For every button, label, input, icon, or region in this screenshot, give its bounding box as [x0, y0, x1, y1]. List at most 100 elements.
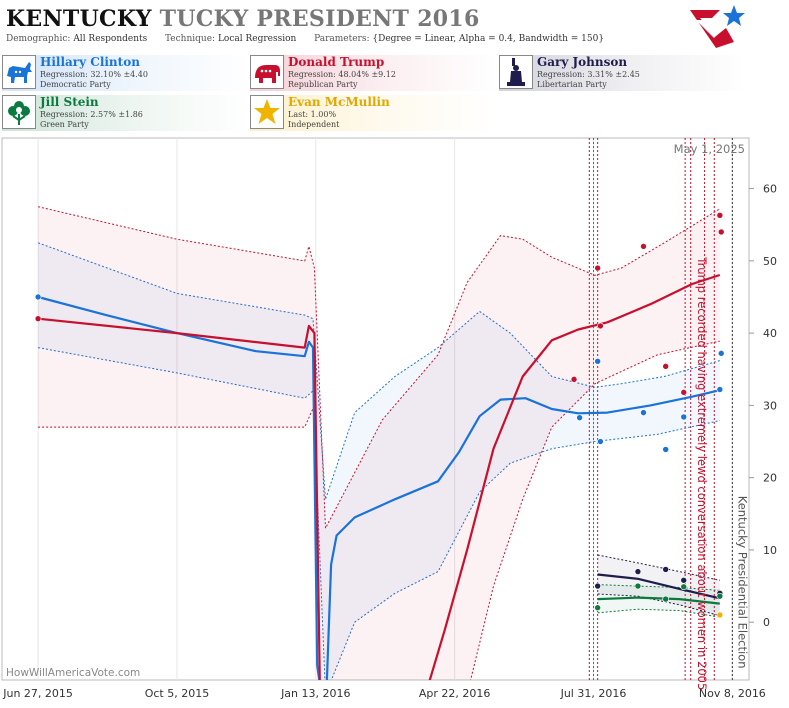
data-point [634, 582, 642, 590]
confidence-upper-line [597, 584, 720, 591]
data-point [662, 595, 669, 603]
header: KENTUCKY TUCKY PRESIDENT 2016 Demographi… [0, 0, 789, 50]
candidate-party: Democratic Party [40, 80, 111, 89]
confidence-band [38, 206, 720, 680]
candidate-name: Evan McMullin [288, 95, 390, 109]
chart-area: 0 10 20 30 40 50 60 Jun 27, 2015 Oct 5, 2015 Jan … [0, 137, 789, 704]
x-tick-label: Jul 31, 2016 [560, 687, 627, 700]
candidate-regression: Regression: 32.10% ±4.40 [40, 70, 148, 79]
confidence-lower-line [597, 608, 720, 618]
candidate-name: Hillary Clinton [40, 55, 140, 69]
data-point [576, 414, 583, 421]
star-icon [250, 95, 284, 129]
data-point [34, 293, 42, 301]
data-point [597, 438, 604, 445]
title-state: KENTUCKY [6, 6, 152, 32]
series-line [597, 596, 720, 605]
candidate-name: Jill Stein [40, 95, 99, 109]
data-point [680, 576, 688, 584]
elephant-icon [250, 55, 284, 89]
x-tick-label: Jun 27, 2015 [2, 687, 73, 700]
title-rest: TUCKY PRESIDENT 2016 [159, 6, 480, 32]
candidate-party: Green Party [40, 120, 89, 129]
candidate-last-value: Last: 1.00% [288, 110, 337, 119]
data-point [662, 566, 669, 573]
polling-chart: 0 10 20 30 40 50 60 Jun 27, 2015 Oct 5, 2015 Jan … [1, 137, 777, 700]
confidence-upper-line [37, 206, 721, 531]
x-tick-label: Jan 13, 2016 [280, 687, 350, 700]
data-point [717, 350, 725, 357]
candidate-name: Donald Trump [288, 55, 385, 69]
page-title: KENTUCKY TUCKY PRESIDENT 2016 [6, 6, 480, 32]
data-point [594, 604, 601, 612]
series-line [37, 273, 721, 680]
parameters-line: Demographic: All Respondents Technique: … [6, 34, 604, 44]
confidence-band [38, 242, 720, 680]
annotation-lewd-conversation: Trump recorded having extremely lewd con… [695, 256, 709, 690]
data-point [716, 592, 724, 600]
data-point [680, 583, 688, 591]
x-tick-label: Nov 8, 2016 [699, 687, 766, 700]
data-point [662, 446, 669, 453]
confidence-lower-line [38, 347, 720, 680]
series-line [597, 573, 721, 600]
candidate-party: Republican Party [288, 80, 358, 89]
y-tick-label: 40 [763, 327, 777, 340]
data-point [597, 322, 604, 330]
y-tick-label: 10 [763, 544, 777, 557]
confidence-lower-line [597, 593, 720, 617]
data-point [594, 582, 601, 590]
parameters-value: {Degree = Linear, Alpha = 0.4, Bandwidth… [372, 34, 605, 44]
x-tick-label: Oct 5, 2015 [145, 687, 210, 700]
parameters-label: Parameters: [314, 34, 370, 44]
watermark: HowWillAmericaVote.com [6, 667, 140, 679]
site-logo-icon [690, 5, 745, 48]
flower-icon [2, 95, 36, 129]
data-point [716, 212, 724, 219]
data-point [634, 568, 642, 575]
y-tick-label: 60 [763, 183, 777, 196]
candidate-party: Independent [288, 120, 340, 129]
demographic-label: Demographic: [6, 34, 71, 44]
candidate-card-stein: Jill Stein Regression: 2.57% ±1.86 Green… [2, 95, 250, 131]
statue-of-liberty-icon [499, 55, 533, 89]
y-tick-label: 20 [763, 472, 777, 485]
plot-series-group [34, 138, 733, 680]
data-point [716, 611, 724, 619]
annotation-election-day: Kentucky Presidential Election [735, 496, 749, 669]
technique-label: Technique: [165, 34, 216, 44]
data-point [640, 243, 647, 250]
confidence-upper-line [37, 242, 720, 500]
y-tick-label: 50 [763, 255, 777, 268]
candidate-party: Libertarian Party [537, 80, 607, 89]
candidate-name: Gary Johnson [537, 55, 628, 69]
data-point [594, 264, 601, 272]
series-line [37, 295, 721, 680]
data-point [640, 409, 647, 416]
x-tick-label: Apr 22, 2016 [419, 687, 491, 700]
y-tick-label: 30 [763, 399, 777, 412]
candidate-regression: Regression: 48.04% ±9.12 [288, 70, 396, 79]
data-point [570, 376, 578, 383]
data-point [680, 389, 688, 396]
technique-value: Local Regression [217, 34, 297, 44]
y-tick-label: 0 [763, 616, 770, 629]
data-point [716, 386, 724, 393]
confidence-band [597, 584, 720, 618]
data-point [717, 228, 725, 236]
data-point [34, 315, 42, 322]
data-point [680, 413, 688, 421]
donkey-icon [2, 55, 36, 89]
candidate-regression: Regression: 2.57% ±1.86 [40, 110, 143, 119]
candidate-card-trump: Donald Trump Regression: 48.04% ±9.12 Re… [250, 55, 498, 91]
candidate-regression: Regression: 3.31% ±2.45 [537, 70, 640, 79]
candidate-card-clinton: Hillary Clinton Regression: 32.10% ±4.40… [2, 55, 250, 91]
demographic-value: All Respondents [73, 34, 148, 44]
data-point [594, 358, 601, 365]
candidate-card-mcmullin: Evan McMullin Last: 1.00% Independent [250, 95, 498, 131]
data-point [662, 363, 669, 370]
confidence-lower-line [38, 340, 720, 680]
candidate-card-johnson: Gary Johnson Regression: 3.31% ±2.45 Lib… [499, 55, 747, 91]
confidence-upper-line [597, 554, 720, 581]
date-label: May 1, 2025 [674, 142, 745, 156]
